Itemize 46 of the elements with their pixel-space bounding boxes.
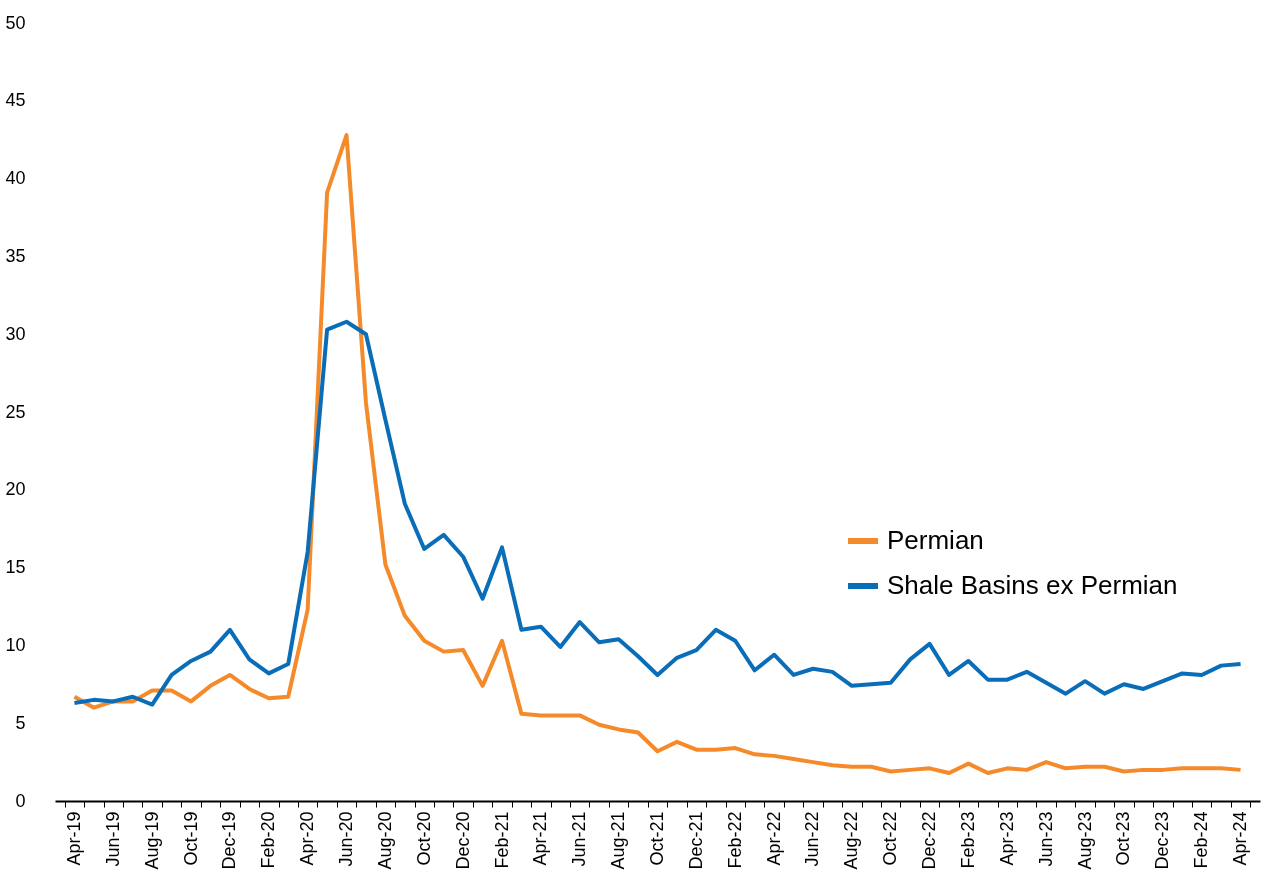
y-tick-label: 35 xyxy=(5,245,26,266)
x-tick-label: Aug-19 xyxy=(141,811,162,870)
x-tick-label: Jun-22 xyxy=(802,811,823,867)
y-tick-label: 50 xyxy=(5,12,26,33)
x-tick-label: Jun-23 xyxy=(1035,811,1056,867)
legend-label: Permian xyxy=(887,525,984,555)
x-tick-label: Dec-20 xyxy=(452,811,473,870)
x-tick-label: Feb-23 xyxy=(957,811,978,869)
x-tick-label: Dec-21 xyxy=(685,811,706,870)
x-tick-label: Jun-19 xyxy=(102,811,123,867)
y-tick-label: 30 xyxy=(5,323,26,344)
x-tick-label: Dec-22 xyxy=(919,811,940,870)
x-tick-label: Feb-22 xyxy=(724,811,745,869)
x-tick-label: Dec-19 xyxy=(219,811,240,870)
x-tick-label: Apr-21 xyxy=(530,811,551,866)
x-tick-label: Aug-20 xyxy=(374,811,395,870)
x-tick-label: Oct-19 xyxy=(180,811,201,866)
x-tick-label: Oct-23 xyxy=(1113,811,1134,866)
x-tick-label: Aug-23 xyxy=(1074,811,1095,870)
x-tick-label: Aug-21 xyxy=(608,811,629,870)
legend-label: Shale Basins ex Permian xyxy=(887,570,1178,600)
x-tick-label: Feb-20 xyxy=(258,811,279,869)
x-tick-label: Apr-22 xyxy=(763,811,784,866)
y-tick-label: 25 xyxy=(5,401,26,422)
x-tick-label: Oct-20 xyxy=(413,811,434,866)
x-tick-label: Apr-24 xyxy=(1230,811,1251,866)
x-tick-label: Aug-22 xyxy=(841,811,862,870)
line-series xyxy=(72,319,1243,707)
x-tick-label: Feb-24 xyxy=(1191,811,1212,869)
line-series xyxy=(72,133,1243,775)
x-tick-label: Dec-23 xyxy=(1152,811,1173,870)
x-tick-label: Apr-23 xyxy=(996,811,1017,866)
y-tick-label: 0 xyxy=(15,790,26,811)
x-tick-label: Jun-20 xyxy=(336,811,357,867)
y-tick-label: 5 xyxy=(15,712,26,733)
y-tick-label: 45 xyxy=(5,90,26,111)
y-tick-label: 20 xyxy=(5,479,26,500)
x-tick-label: Feb-21 xyxy=(491,811,512,869)
x-tick-label: Oct-21 xyxy=(647,811,667,866)
x-tick-label: Oct-22 xyxy=(880,811,901,866)
x-tick-label: Jun-21 xyxy=(569,811,590,867)
x-tick-label: Apr-19 xyxy=(63,811,84,866)
y-tick-label: 10 xyxy=(5,634,26,655)
x-tick-label: Apr-20 xyxy=(297,811,318,866)
y-tick-label: 15 xyxy=(5,557,26,578)
y-tick-label: 40 xyxy=(5,168,26,189)
